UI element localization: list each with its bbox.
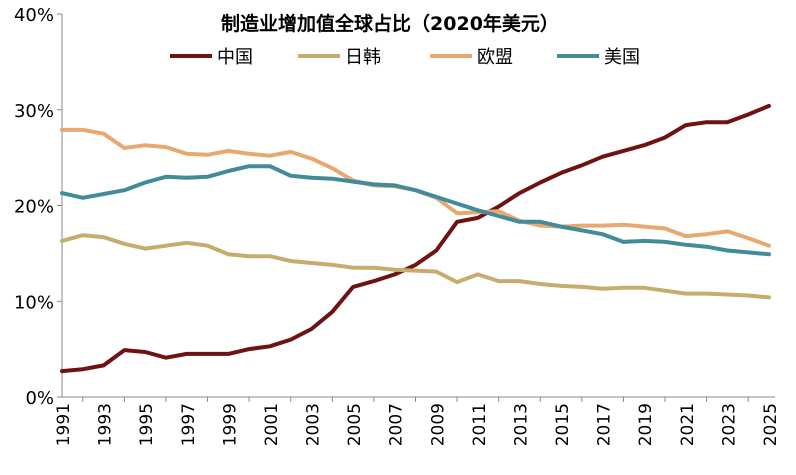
series-line-1	[60, 233, 771, 300]
x-tick-label: 2011	[470, 403, 490, 446]
series-line-3	[60, 164, 771, 257]
x-tick-label: 1991	[54, 403, 74, 446]
legend-label: 美国	[604, 47, 640, 68]
series-lines	[60, 103, 771, 374]
x-tick-label: 2019	[636, 403, 656, 446]
y-tick-label: 40%	[14, 5, 54, 26]
legend-label: 中国	[217, 47, 253, 68]
x-tick-label: 1995	[137, 403, 157, 446]
x-tick-label: 1997	[179, 403, 199, 446]
x-tick-label: 2025	[761, 403, 781, 446]
series-line-0	[60, 103, 771, 374]
series-line-2	[60, 127, 771, 248]
x-tick-label: 2001	[262, 403, 282, 446]
x-tick-label: 2003	[304, 403, 324, 446]
legend-label: 欧盟	[477, 47, 513, 68]
x-tick-label: 1999	[220, 403, 240, 446]
x-tick-label: 2017	[595, 403, 615, 446]
chart-title: 制造业增加值全球占比（2020年美元）	[221, 12, 559, 35]
x-tick-label: 2005	[345, 403, 365, 446]
y-tick-label: 20%	[14, 197, 54, 218]
x-tick-label: 2013	[511, 403, 531, 446]
x-tick-label: 2021	[678, 403, 698, 446]
y-tick-label: 0%	[25, 388, 54, 409]
x-tick-label: 2009	[428, 403, 448, 446]
y-tick-label: 30%	[14, 101, 54, 122]
axes: 0% 10% 20% 30% 40% 1991 1993 1995 1997 1999 2001 20…	[14, 5, 781, 446]
legend: 中国 日韩 欧盟 美国	[170, 47, 640, 68]
x-tick-label: 2007	[387, 403, 407, 446]
y-tick-label: 10%	[14, 292, 54, 313]
legend-label: 日韩	[345, 47, 381, 68]
x-tick-label: 2023	[719, 403, 739, 446]
x-tick-label: 1993	[96, 403, 116, 446]
x-tick-label: 2015	[553, 403, 573, 446]
